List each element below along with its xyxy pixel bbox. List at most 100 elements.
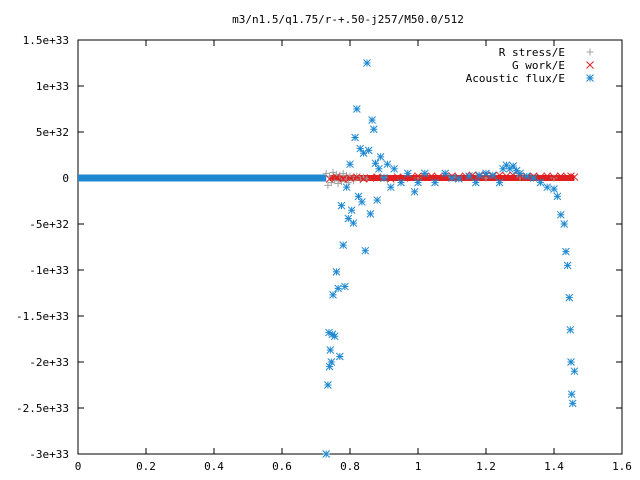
y-tick-label: -5e+32 — [29, 218, 69, 231]
legend-marker — [586, 48, 594, 56]
data-point — [397, 178, 405, 187]
data-point — [556, 172, 565, 181]
data-point — [342, 183, 351, 192]
data-point — [414, 172, 422, 181]
data-point — [324, 381, 332, 389]
data-point — [420, 173, 429, 181]
data-point — [383, 160, 392, 169]
x-tick-label: 1.2 — [476, 460, 496, 473]
data-point — [536, 173, 545, 181]
data-point — [352, 105, 361, 113]
data-point — [509, 171, 518, 180]
data-point — [550, 185, 558, 193]
data-point — [502, 172, 511, 181]
data-point — [352, 173, 361, 181]
data-point — [488, 171, 497, 180]
data-point — [364, 146, 373, 155]
data-point — [332, 173, 341, 181]
y-tick-label: -2e+33 — [29, 356, 69, 369]
x-tick-label: 0 — [75, 460, 82, 473]
y-tick-label: -1e+33 — [29, 264, 69, 277]
data-point — [410, 187, 419, 196]
data-point — [390, 164, 399, 173]
data-point — [346, 174, 354, 182]
x-tick-label: 0.6 — [272, 460, 292, 473]
legend-label: R stress/E — [499, 46, 565, 59]
data-point — [536, 178, 545, 187]
data-point — [403, 169, 412, 178]
data-point — [368, 116, 376, 124]
data-point — [495, 178, 504, 187]
data-point — [567, 358, 575, 366]
x-tick-label: 1.6 — [612, 460, 632, 473]
data-point — [366, 210, 375, 218]
data-point — [349, 219, 358, 227]
data-point — [327, 358, 336, 366]
data-point — [434, 173, 443, 181]
data-point — [566, 325, 575, 334]
legend-marker — [586, 74, 594, 82]
data-point — [380, 174, 388, 182]
data-point — [326, 346, 335, 354]
data-point — [356, 144, 365, 153]
data-point — [400, 174, 409, 182]
data-point — [347, 206, 356, 215]
data-point — [359, 149, 368, 158]
data-point — [495, 171, 504, 180]
data-point — [335, 352, 344, 361]
data-point — [337, 201, 346, 210]
data-point — [376, 152, 385, 161]
data-point — [427, 172, 436, 181]
data-point — [386, 183, 395, 192]
data-point — [363, 59, 371, 67]
data-point — [386, 175, 395, 183]
data-point — [567, 390, 576, 399]
y-tick-label: -3e+33 — [29, 448, 69, 461]
x-tick-label: 1 — [415, 460, 422, 473]
x-tick-label: 0.8 — [340, 460, 360, 473]
data-point — [475, 171, 484, 180]
data-point — [565, 293, 574, 302]
legend-label: Acoustic flux/E — [466, 72, 565, 85]
data-point — [454, 175, 463, 183]
x-tick-label: 0.2 — [136, 460, 156, 473]
y-tick-label: 1.5e+33 — [23, 34, 69, 47]
data-point — [441, 169, 450, 178]
y-tick-label: 1e+33 — [36, 80, 69, 93]
data-point — [339, 241, 348, 250]
data-point — [325, 175, 334, 183]
data-point — [543, 183, 552, 192]
data-point — [332, 267, 341, 276]
data-point — [482, 169, 490, 178]
data-point — [431, 178, 439, 187]
data-point — [353, 172, 361, 180]
data-point — [414, 178, 422, 187]
data-point — [339, 175, 348, 183]
y-tick-label: 5e+32 — [36, 126, 69, 139]
data-point — [329, 168, 337, 176]
y-tick-label: -2.5e+33 — [16, 402, 69, 415]
data-point — [420, 169, 429, 178]
data-point — [325, 362, 334, 371]
y-tick-label: -1.5e+33 — [16, 310, 69, 323]
legend-marker — [586, 61, 594, 69]
chart-title: m3/n1.5/q1.75/r-+.50-j257/M50.0/512 — [232, 13, 464, 26]
data-point — [346, 160, 354, 169]
data-point — [543, 172, 552, 181]
x-tick-label: 0.4 — [204, 460, 224, 473]
data-point — [570, 367, 579, 376]
data-point — [361, 246, 370, 255]
data-point — [516, 169, 524, 178]
data-point — [562, 247, 570, 256]
data-point — [341, 282, 349, 291]
data-point — [568, 399, 577, 408]
data-point — [563, 261, 572, 270]
series-2 — [322, 59, 579, 458]
data-point — [556, 210, 565, 219]
data-point — [570, 173, 579, 181]
data-point — [322, 450, 331, 458]
data-point — [522, 172, 531, 181]
data-point — [334, 284, 342, 293]
data-point — [351, 133, 359, 142]
